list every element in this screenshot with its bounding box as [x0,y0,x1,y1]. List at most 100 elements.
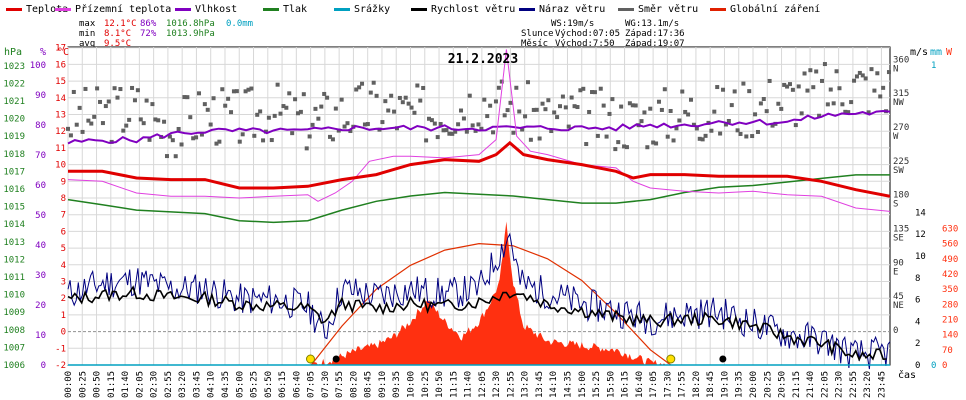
wind-direction-dot [441,128,446,133]
pressure-tick-label: 1018 [3,150,25,160]
wind-direction-dot [482,97,487,102]
wind-direction-dot [528,137,533,142]
temp-tick-label: 1 [61,311,66,321]
wind-direction-dot [461,116,466,121]
humidity-tick-label: 90 [35,91,46,101]
chart-title: 21.2.2023 [448,52,518,67]
wind-direction-dot [767,78,772,83]
direction-name-label: SW [893,166,904,176]
wind-direction-dot [761,97,766,102]
wind-direction-dot [805,88,810,93]
grid [67,46,891,366]
wind-direction-dot [147,137,152,142]
wind-direction-dot [179,142,184,147]
wind-direction-dot [418,98,423,103]
legend-label: Náraz větru [539,3,605,15]
temp-tick-label: 0 [61,328,66,338]
wind-direction-dot [194,135,199,140]
wind-direction-dot [479,126,484,131]
wind-direction-dot [520,127,525,132]
legend-swatch [519,8,535,11]
wind-direction-dot [342,124,347,129]
temp-tick-label: 10 [55,161,66,171]
humidity-tick-label: 70 [35,151,46,161]
wind-direction-dot [135,88,140,93]
wind-direction-dot [176,126,181,131]
wind-direction-dot [240,132,245,137]
wind-direction-dot [758,101,763,106]
wind-direction-dot [689,97,694,102]
wind-direction-dot [170,138,175,143]
wind-direction-dot [587,109,592,114]
wind-ws: WS:19m/s [551,19,594,29]
wind-direction-dot [651,140,656,145]
wind-direction-dot [438,122,443,127]
wind-direction-dot [185,95,190,100]
time-tick-label: 06:40 [292,371,302,398]
sunrise-marker [305,354,315,364]
series-radiation-theoretical [310,242,672,366]
radiation-tick-label: 70 [942,346,953,356]
wind-direction-dot [412,110,417,115]
wind-direction-dot [304,146,309,151]
wind-direction-dot [243,89,248,94]
plot-area [66,49,891,370]
temp-tick-label: -2 [55,361,66,371]
series-wind-gust [67,232,891,370]
time-tick-label: 10:00 [407,371,417,398]
wind-direction-dot [849,100,854,105]
wind-direction-dot [517,109,522,114]
wind-direction-dot [837,86,842,91]
wind-direction-dot [814,69,819,74]
legend-swatch [334,8,350,11]
radiation-tick-label: 630 [942,224,958,234]
time-tick-label: 22:30 [835,371,845,398]
wind-direction-dot [671,138,676,143]
wind-direction-dot [633,103,638,108]
wind-direction-dot [700,137,705,142]
legend-label: Teplota [26,4,68,15]
wind-direction-dot [712,109,717,114]
pressure-tick-label: 1008 [3,326,25,336]
wind-direction-dot [496,85,501,90]
wind-direction-dot [741,81,746,86]
wind-direction-dot [429,118,434,123]
wind-direction-dot [202,102,207,107]
time-tick-label: 11:15 [449,371,459,398]
wind-direction-dot [820,78,825,83]
wind-direction-dot [80,129,85,134]
wind-tick-label: 4 [915,317,920,327]
wind-direction-dot [211,96,216,101]
moon-set: Západ:19:07 [625,39,685,49]
time-tick-label: 06:15 [278,371,288,398]
humidity-tick-label: 30 [35,271,46,281]
wind-direction-dot [252,133,257,138]
time-tick-label: 12:05 [478,371,488,398]
wind-direction-dot [284,105,289,110]
time-tick-label: 07:05 [307,371,317,398]
wind-tick-label: 12 [915,230,926,240]
wind-direction-dot [581,86,586,91]
wind-direction-dot [290,131,295,136]
wind-direction-dot [261,138,266,143]
time-tick-label: 17:55 [678,371,688,398]
time-tick-label: 07:30 [321,371,331,398]
wind-direction-dot [656,99,661,104]
wind-direction-dot [502,113,507,118]
wind-direction-dot [424,138,429,143]
temp-tick-label: 8 [61,194,66,204]
pressure-tick-label: 1009 [3,308,25,318]
wind-direction-dot [677,118,682,123]
pressure-tick-label: 1020 [3,115,25,125]
wind-direction-dot [453,129,458,134]
axis-unit-hpa: hPa [4,47,22,58]
wind-direction-dot [488,103,493,108]
wind-direction-dot [491,130,496,135]
axis-unit-w: W [946,47,953,58]
wind-direction-dot [307,134,312,139]
legend-swatch [618,8,634,11]
humidity-tick-label: 0 [41,361,46,371]
legend-swatch [710,8,726,11]
wind-direction-dot [531,107,536,112]
wind-direction-dot [316,116,321,121]
